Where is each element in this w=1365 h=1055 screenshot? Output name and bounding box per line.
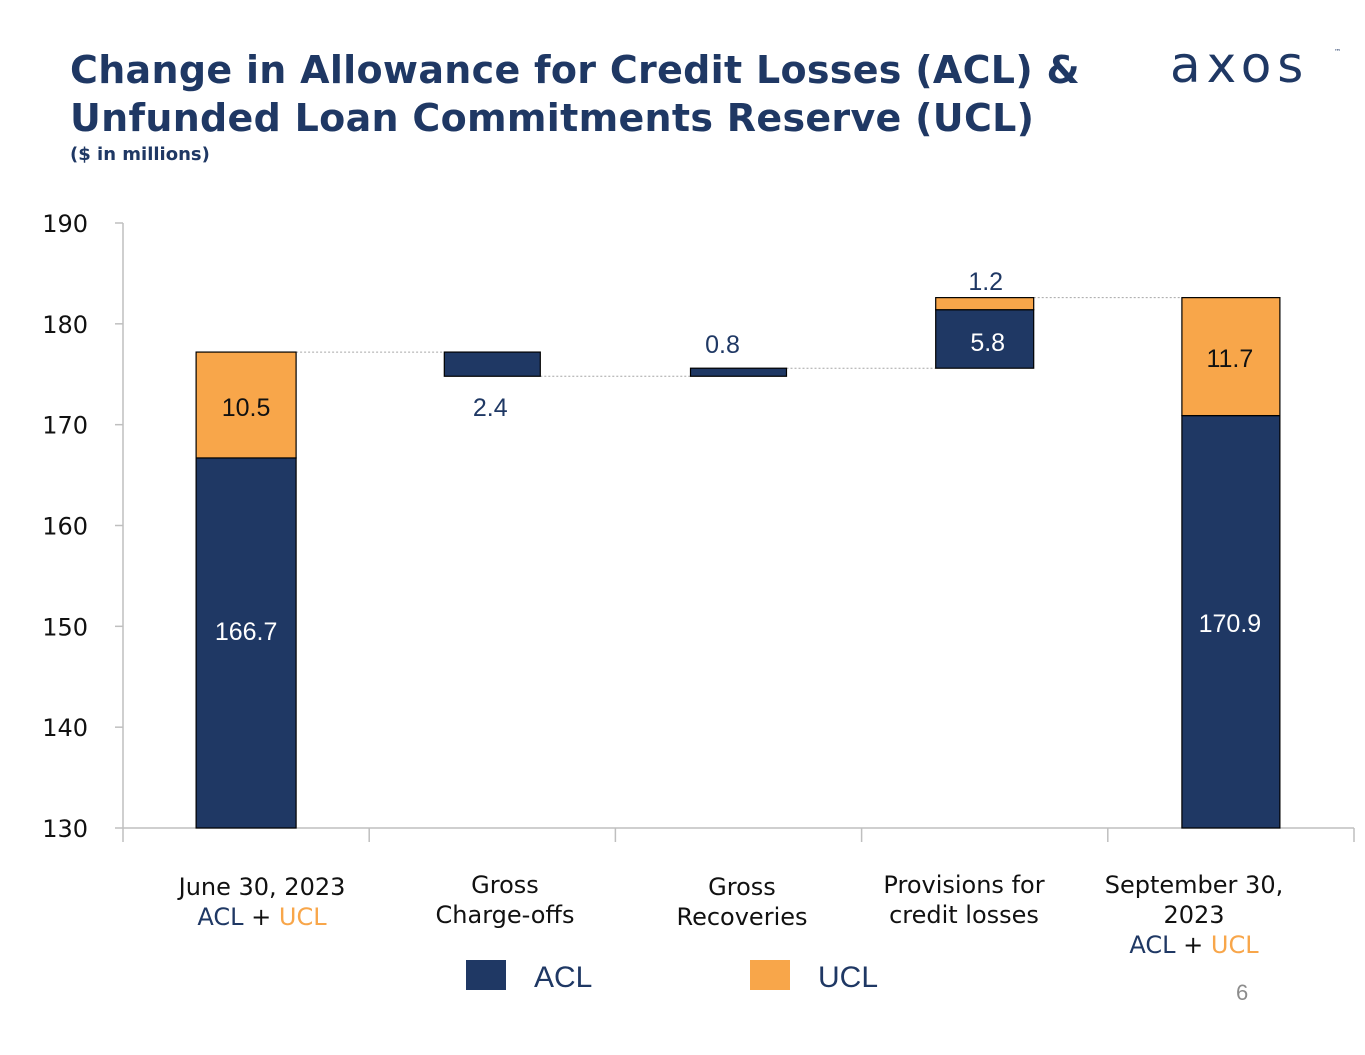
y-tick-label: 130	[42, 815, 88, 843]
bar-ucl	[1181, 297, 1281, 417]
legend-label-acl: ACL	[534, 961, 593, 994]
y-tick-label: 150	[42, 613, 88, 641]
y-tick-label: 170	[42, 412, 88, 440]
title-line-2: Unfunded Loan Commitments Reserve (UCL)	[70, 96, 1035, 140]
bar-acl	[689, 367, 788, 377]
category-label-provisions: Provisions for credit losses	[883, 871, 1045, 929]
bar-acl	[935, 309, 1035, 369]
data-label: 10.5	[222, 394, 271, 422]
y-tick-label: 180	[42, 311, 88, 339]
bar-acl	[443, 351, 541, 377]
logo-text: axos	[1170, 40, 1309, 94]
bar-acl	[195, 457, 297, 829]
category-label-june: June 30, 2023 ACL + UCL	[178, 873, 346, 931]
legend-swatch-acl	[466, 960, 506, 990]
subtitle: ($ in millions)	[70, 144, 210, 165]
axos-logo: axos ™	[1170, 40, 1340, 94]
category-label-charge-offs: Gross Charge-offs	[435, 871, 575, 929]
data-label: 170.9	[1199, 610, 1262, 638]
data-label: 0.8	[705, 331, 740, 359]
bar-ucl	[195, 351, 297, 459]
data-label: 166.7	[215, 618, 278, 646]
bar-acl	[1181, 414, 1281, 829]
category-label-recoveries: Gross Recoveries	[676, 873, 808, 931]
data-label: 2.4	[473, 394, 508, 422]
y-tick-label: 190	[42, 210, 88, 238]
data-label: 11.7	[1206, 345, 1253, 373]
category-label-september: September 30, 2023 ACL + UCL	[1104, 871, 1284, 959]
svg-text:™: ™	[1334, 48, 1340, 56]
y-tick-label: 160	[42, 513, 88, 541]
y-tick-label: 140	[42, 714, 88, 742]
legend-label-ucl: UCL	[818, 961, 879, 994]
title-line-1: Change in Allowance for Credit Losses (A…	[70, 48, 1080, 92]
data-label: 1.2	[968, 268, 1003, 296]
data-label: 5.8	[970, 329, 1005, 357]
legend-swatch-ucl	[750, 960, 790, 990]
bar-ucl	[935, 297, 1035, 311]
page-number: 6	[1236, 980, 1249, 1005]
page-title: Change in Allowance for Credit Losses (A…	[70, 46, 1080, 142]
